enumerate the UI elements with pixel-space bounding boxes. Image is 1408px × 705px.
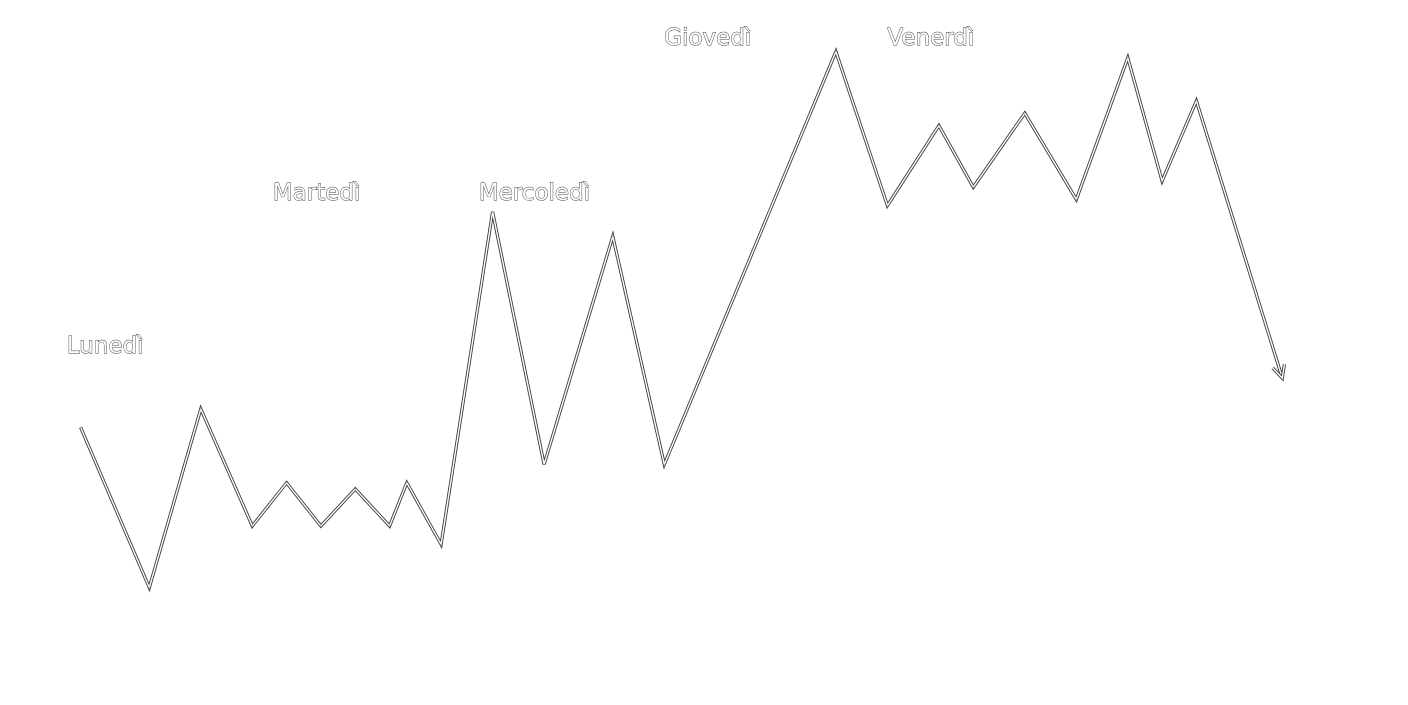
data-point [79, 426, 82, 429]
data-point [285, 482, 288, 484]
data-point [440, 543, 442, 546]
day-label: Lunedì [67, 333, 144, 359]
data-point [148, 586, 151, 589]
data-point [1161, 180, 1163, 182]
data-point [611, 235, 614, 238]
arrowhead [1272, 364, 1286, 380]
series-line [79, 49, 1283, 590]
day-label: Martedì [273, 180, 361, 206]
data-point [938, 124, 940, 127]
data-point [320, 525, 322, 527]
data-point [886, 204, 889, 207]
data-point [1023, 112, 1026, 115]
data-point [199, 408, 202, 410]
data-point [1075, 198, 1078, 201]
series-layer [79, 47, 1286, 593]
data-point [354, 488, 357, 490]
data-point [972, 186, 975, 188]
day-label: Giovedì [664, 25, 751, 51]
data-point [388, 525, 391, 527]
data-point [835, 50, 837, 53]
data-point [663, 463, 666, 466]
day-labels: Lunedì Martedì Mercoledì Giovedì Venerdì [66, 25, 974, 360]
data-point [543, 463, 545, 466]
data-point [405, 482, 408, 484]
data-point [251, 525, 254, 527]
data-point [1195, 100, 1198, 102]
day-label: Mercoledì [479, 180, 590, 206]
day-label: Venerdì [887, 25, 974, 51]
data-point [1126, 57, 1129, 59]
data-point [491, 211, 494, 213]
series-line-outline [79, 47, 1284, 593]
